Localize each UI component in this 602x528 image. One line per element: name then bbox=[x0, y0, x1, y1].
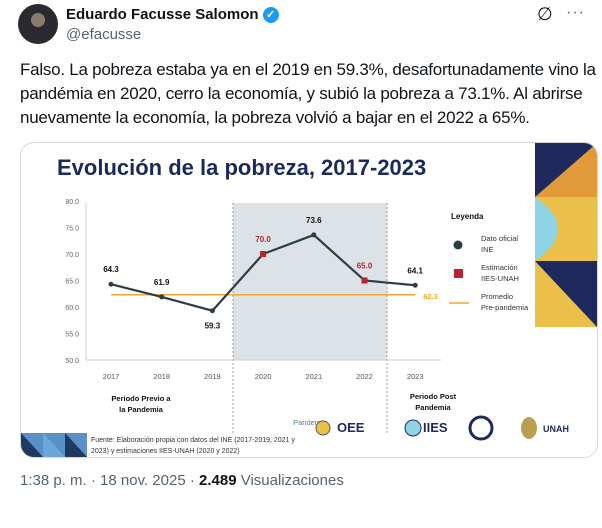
legend-label: Promedio bbox=[481, 292, 513, 301]
decor bbox=[43, 433, 65, 457]
decor bbox=[535, 261, 597, 327]
views-label: Visualizaciones bbox=[236, 472, 344, 489]
source-note: Fuente: Elaboración propia con datos del… bbox=[91, 437, 295, 444]
decor bbox=[535, 143, 597, 197]
timestamp[interactable]: 1:38 p. m. · 18 nov. 2025 · bbox=[20, 472, 199, 489]
legend-marker-official bbox=[453, 240, 463, 250]
legend-marker-estimate bbox=[454, 269, 463, 278]
author-name-text: Eduardo Facusse Salomon bbox=[66, 6, 259, 23]
data-label: 73.6 bbox=[306, 216, 322, 225]
period-label: Periodo Previo a bbox=[111, 394, 171, 403]
data-label: 70.0 bbox=[255, 235, 271, 244]
period-label: la Pandemia bbox=[119, 405, 164, 414]
period-label: Pandemia bbox=[293, 418, 328, 427]
legend-label: Pre-pandemia bbox=[481, 303, 529, 312]
data-label: 61.9 bbox=[154, 278, 170, 287]
avatar[interactable] bbox=[18, 4, 58, 44]
legend-label: IIES-UNAH bbox=[481, 274, 519, 283]
x-tick-label: 2019 bbox=[204, 372, 221, 381]
y-tick-label: 60.0 bbox=[65, 305, 79, 312]
legend-label: Dato oficial bbox=[481, 234, 518, 243]
data-label: 59.3 bbox=[205, 322, 221, 331]
y-tick-label: 80.0 bbox=[65, 199, 79, 206]
view-count: 2.489 bbox=[199, 472, 237, 489]
legend-label: Estimación bbox=[481, 263, 518, 272]
x-tick-label: 2020 bbox=[255, 372, 272, 381]
estimate-point bbox=[260, 251, 267, 257]
y-tick-label: 65.0 bbox=[65, 279, 79, 286]
x-tick-label: 2023 bbox=[407, 372, 424, 381]
x-tick-label: 2017 bbox=[103, 372, 120, 381]
post-meta: 1:38 p. m. · 18 nov. 2025 · 2.489 Visual… bbox=[20, 472, 602, 489]
data-label: 64.1 bbox=[407, 266, 423, 275]
iies-logo: IIES bbox=[423, 420, 448, 435]
tweet-header: Eduardo Facusse Salomon ✓ @efacusse ∅ ··· bbox=[0, 0, 602, 58]
reference-label: 62.3 bbox=[423, 292, 438, 301]
oee-logo: OEE bbox=[337, 420, 365, 435]
source-note: 2023) y estimaciones IIES-UNAH (2020 y 2… bbox=[91, 448, 240, 455]
y-tick-label: 75.0 bbox=[65, 226, 79, 233]
period-label: Pandemia bbox=[415, 403, 451, 412]
data-label: 64.3 bbox=[103, 265, 119, 274]
legend-title: Leyenda bbox=[451, 212, 484, 221]
grok-icon[interactable]: ∅ bbox=[537, 4, 553, 24]
verified-badge-icon: ✓ bbox=[262, 6, 279, 23]
data-point bbox=[159, 294, 165, 300]
estimate-point bbox=[361, 277, 368, 284]
chart-title: Evolución de la pobreza, 2017-2023 bbox=[57, 155, 426, 180]
iies-logo-icon bbox=[404, 419, 422, 437]
decor bbox=[21, 433, 43, 457]
decor bbox=[535, 197, 558, 261]
period-label: Periodo Post bbox=[410, 392, 457, 401]
post-text: Falso. La pobreza estaba ya en el 2019 e… bbox=[20, 60, 596, 127]
poverty-chart: Evolución de la pobreza, 2017-2023 80.0 75… bbox=[21, 143, 597, 457]
y-tick-label: 50.0 bbox=[65, 358, 79, 365]
unah-logo: UNAH bbox=[543, 424, 569, 434]
seal-logo-icon bbox=[468, 415, 494, 441]
y-tick-label: 70.0 bbox=[65, 252, 79, 259]
data-label: 65.0 bbox=[357, 262, 373, 271]
more-options-button[interactable]: ··· bbox=[566, 4, 585, 21]
unah-seal-icon bbox=[521, 417, 537, 439]
data-point bbox=[412, 282, 418, 288]
y-tick-label: 55.0 bbox=[65, 332, 79, 339]
decor bbox=[65, 433, 87, 457]
x-tick-label: 2022 bbox=[356, 372, 373, 381]
pandemic-shade bbox=[233, 203, 387, 360]
data-point bbox=[311, 232, 317, 238]
data-point bbox=[209, 308, 215, 314]
oee-logo-icon bbox=[315, 420, 331, 436]
legend-label: INE bbox=[481, 245, 494, 254]
author-name[interactable]: Eduardo Facusse Salomon ✓ bbox=[66, 6, 279, 23]
x-tick-label: 2018 bbox=[153, 372, 170, 381]
author-handle[interactable]: @efacusse bbox=[66, 26, 142, 43]
x-tick-label: 2021 bbox=[305, 372, 322, 381]
data-point bbox=[108, 281, 114, 287]
post-image[interactable]: Evolución de la pobreza, 2017-2023 80.0 75… bbox=[20, 142, 598, 458]
